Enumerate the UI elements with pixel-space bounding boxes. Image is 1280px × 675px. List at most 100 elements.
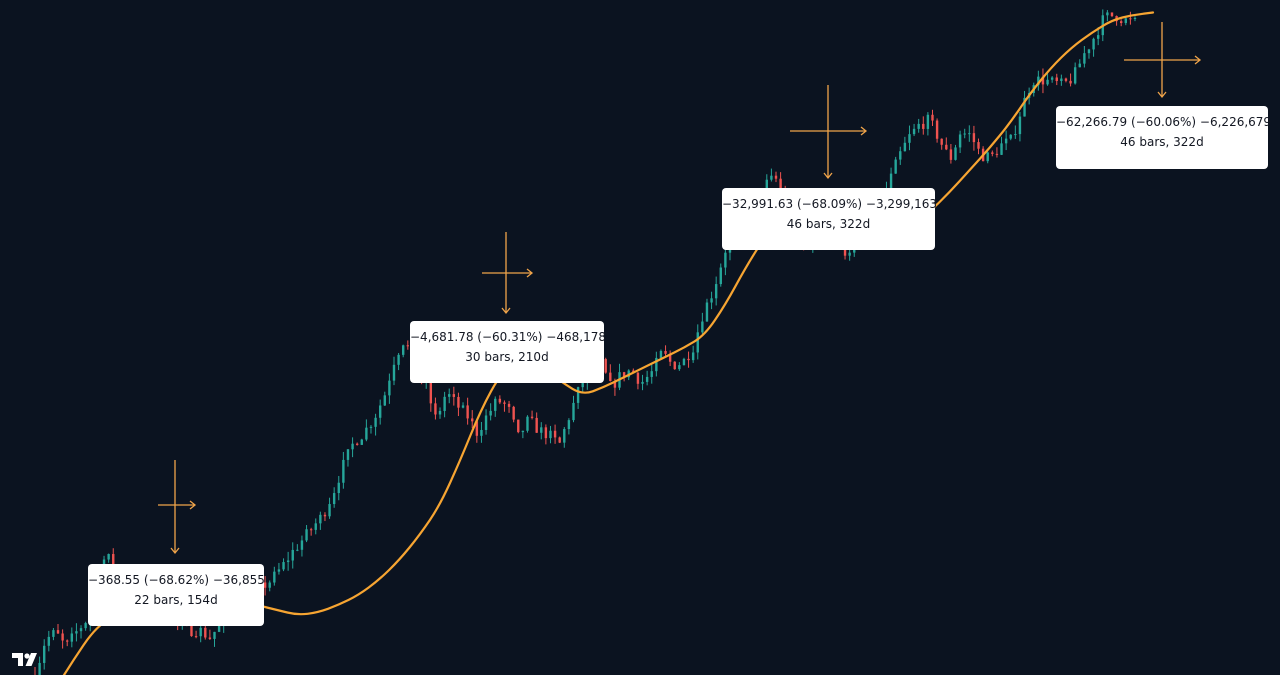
- measure-arrows: [158, 22, 1202, 555]
- candle: [899, 146, 902, 165]
- candle: [1018, 111, 1022, 142]
- candle: [691, 345, 695, 363]
- candle: [213, 631, 216, 647]
- candle: [319, 511, 322, 530]
- candle: [1078, 59, 1081, 68]
- candle: [544, 424, 548, 445]
- measure-crosshair: [158, 460, 197, 555]
- candle: [309, 527, 313, 536]
- candle: [563, 427, 566, 448]
- candle: [291, 542, 294, 569]
- candle: [526, 415, 529, 433]
- candle: [286, 551, 290, 571]
- tooltip-change: −62,266.79 (−60.06%) −6,226,679: [1056, 115, 1272, 129]
- candle: [903, 136, 907, 152]
- candle: [908, 125, 911, 151]
- candle: [678, 362, 681, 371]
- candle: [609, 364, 612, 382]
- candle: [958, 130, 962, 153]
- candle: [328, 497, 331, 519]
- candle: [774, 171, 778, 183]
- candle: [687, 351, 690, 368]
- candle: [572, 395, 575, 423]
- candle: [567, 418, 571, 435]
- candle: [448, 388, 451, 404]
- candle: [351, 437, 354, 458]
- candle: [770, 168, 773, 182]
- candle: [282, 558, 285, 572]
- candle: [1037, 70, 1040, 91]
- candle: [66, 639, 69, 647]
- candle: [406, 340, 410, 350]
- candle: [489, 403, 492, 421]
- candle: [277, 562, 281, 575]
- candle: [968, 125, 971, 142]
- candle: [34, 666, 36, 675]
- candle: [1129, 11, 1132, 25]
- candle: [995, 147, 999, 158]
- candle: [977, 138, 980, 155]
- candle: [346, 449, 350, 467]
- candle: [194, 630, 198, 639]
- candle: [360, 438, 363, 445]
- candle: [963, 128, 966, 139]
- candle: [655, 351, 658, 377]
- measure-tooltip-1: −368.55 (−68.62%) −36,855 22 bars, 154d: [88, 564, 265, 626]
- candles-layer: [34, 9, 1137, 675]
- candle: [438, 407, 442, 419]
- candle: [475, 419, 479, 443]
- candle: [268, 580, 271, 592]
- candle: [1055, 73, 1058, 86]
- candle: [296, 544, 299, 552]
- candle: [471, 410, 474, 429]
- candle: [714, 276, 718, 306]
- candle: [1060, 74, 1063, 86]
- candle: [521, 430, 525, 439]
- candle: [1023, 90, 1026, 117]
- measure-tooltip-4: −62,266.79 (−60.06%) −6,226,679 46 bars,…: [1056, 106, 1272, 169]
- candle: [682, 357, 686, 366]
- candle: [553, 424, 557, 444]
- candle: [443, 391, 446, 418]
- candle: [673, 361, 676, 370]
- candle: [355, 442, 359, 446]
- measure-crosshair: [482, 232, 534, 315]
- candle: [668, 350, 672, 367]
- candle: [484, 409, 488, 435]
- candle: [38, 656, 41, 675]
- candle: [378, 399, 382, 425]
- candle: [75, 623, 78, 642]
- candle: [61, 629, 64, 649]
- candle: [535, 412, 538, 433]
- candle: [991, 150, 994, 157]
- candle: [392, 356, 396, 386]
- candle: [56, 624, 60, 634]
- candle: [1064, 77, 1068, 83]
- candle: [954, 144, 957, 161]
- candle: [1041, 68, 1045, 94]
- candle: [314, 518, 317, 535]
- candle: [1087, 48, 1091, 59]
- candle: [498, 395, 502, 405]
- candle: [949, 143, 953, 164]
- candle: [1083, 45, 1086, 68]
- candle: [986, 151, 989, 164]
- candle: [388, 373, 391, 404]
- candle: [1133, 16, 1137, 22]
- candle: [645, 370, 649, 386]
- candle: [52, 627, 55, 641]
- candle: [530, 410, 534, 420]
- candle: [84, 621, 87, 631]
- tooltip-duration: 22 bars, 154d: [134, 593, 218, 607]
- candle: [397, 353, 400, 371]
- candle: [300, 535, 304, 557]
- candle: [1106, 10, 1109, 22]
- candle: [972, 125, 976, 151]
- candle: [701, 312, 704, 335]
- measure-tooltip-2: −4,681.78 (−60.31%) −468,178 30 bars, 21…: [410, 321, 606, 383]
- candle: [323, 512, 327, 522]
- candle: [369, 425, 373, 434]
- candle: [480, 421, 483, 443]
- candle: [263, 576, 267, 596]
- candle: [1009, 134, 1012, 141]
